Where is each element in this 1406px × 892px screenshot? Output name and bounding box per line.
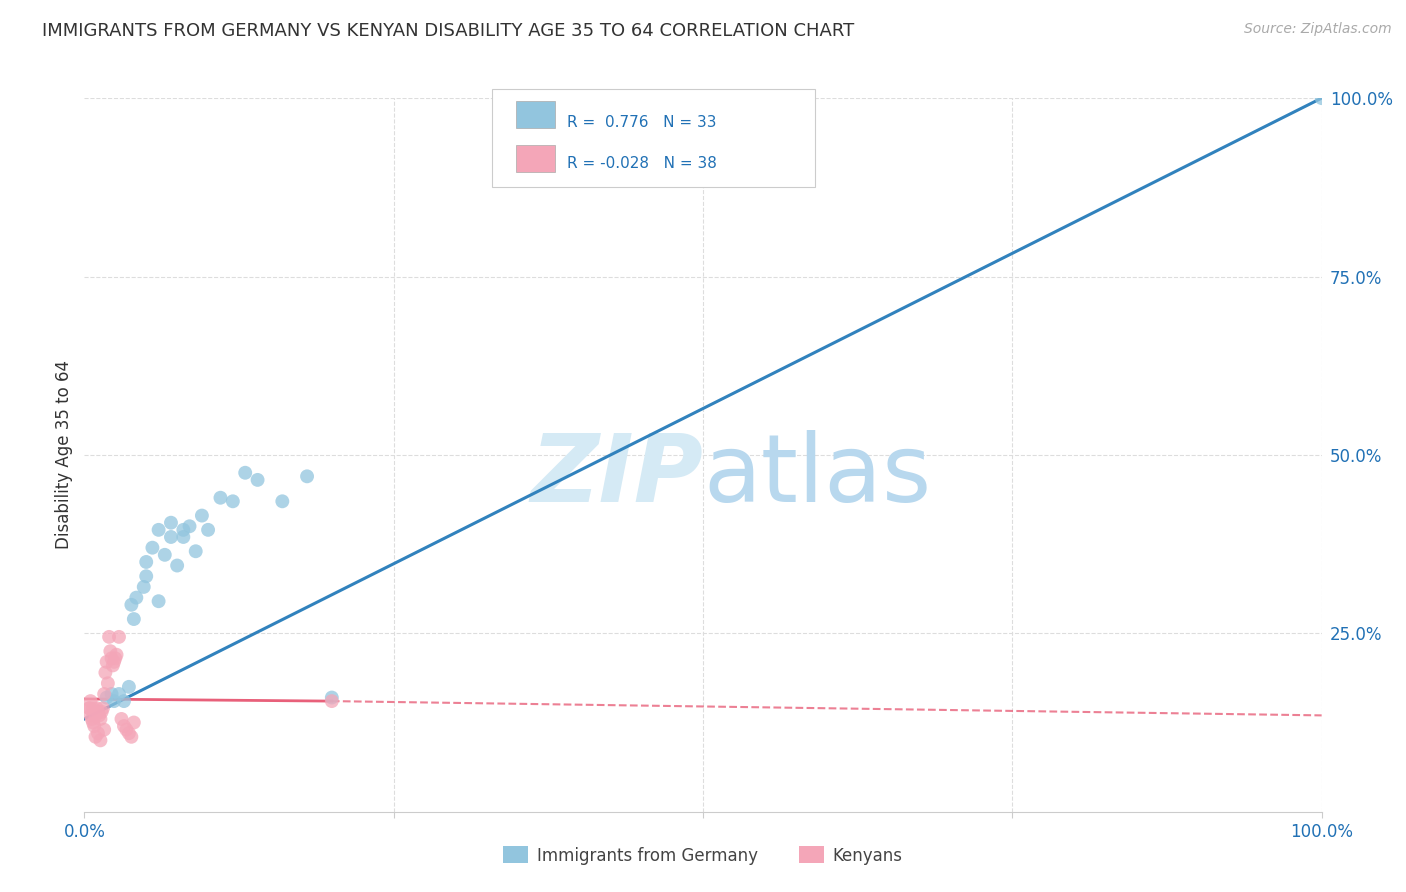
Text: atlas: atlas: [703, 430, 931, 523]
Point: [122, 612, 145, 626]
Point: [98, 630, 121, 644]
Point: [135, 569, 157, 583]
Point: [82, 701, 104, 715]
Point: [84, 730, 107, 744]
Point: [120, 598, 142, 612]
Point: [84, 708, 107, 723]
Point: [101, 658, 124, 673]
Point: [132, 580, 155, 594]
Point: [191, 508, 214, 523]
Point: [108, 687, 131, 701]
Point: [87, 705, 110, 719]
Point: [141, 541, 163, 555]
Point: [271, 494, 294, 508]
Point: [83, 719, 105, 733]
Point: [222, 494, 245, 508]
Point: [103, 694, 125, 708]
Point: [90, 705, 112, 719]
Point: [87, 726, 110, 740]
Point: [104, 651, 127, 665]
Point: [197, 523, 219, 537]
Point: [93, 723, 115, 737]
Point: [80, 712, 103, 726]
Text: R = -0.028   N = 38: R = -0.028 N = 38: [567, 156, 717, 170]
Point: [233, 466, 256, 480]
Point: [112, 694, 135, 708]
Point: [82, 715, 104, 730]
Point: [321, 694, 343, 708]
Point: [97, 676, 120, 690]
Point: [86, 701, 108, 715]
Point: [89, 733, 111, 747]
Point: [148, 523, 170, 537]
Y-axis label: Disability Age 35 to 64: Disability Age 35 to 64: [55, 360, 73, 549]
Point: [172, 530, 194, 544]
Point: [135, 555, 157, 569]
Point: [321, 690, 343, 705]
Point: [246, 473, 269, 487]
Text: ZIP: ZIP: [530, 430, 703, 523]
Point: [184, 544, 207, 558]
Point: [79, 701, 101, 715]
Point: [148, 594, 170, 608]
Point: [79, 701, 101, 715]
Point: [122, 715, 145, 730]
Point: [94, 665, 117, 680]
Point: [166, 558, 188, 573]
Point: [98, 644, 121, 658]
Point: [160, 530, 183, 544]
Point: [79, 708, 101, 723]
Point: [96, 655, 118, 669]
Text: IMMIGRANTS FROM GERMANY VS KENYAN DISABILITY AGE 35 TO 64 CORRELATION CHART: IMMIGRANTS FROM GERMANY VS KENYAN DISABI…: [42, 22, 855, 40]
Point: [96, 690, 118, 705]
Point: [103, 655, 125, 669]
Point: [89, 708, 111, 723]
Point: [89, 712, 111, 726]
Point: [118, 680, 141, 694]
Legend: Immigrants from Germany, Kenyans: Immigrants from Germany, Kenyans: [496, 839, 910, 871]
Point: [153, 548, 176, 562]
Point: [112, 719, 135, 733]
Point: [100, 651, 122, 665]
Point: [118, 726, 141, 740]
Point: [79, 694, 101, 708]
Point: [125, 591, 148, 605]
Point: [179, 519, 201, 533]
Point: [100, 687, 122, 701]
Point: [295, 469, 318, 483]
Point: [160, 516, 183, 530]
Point: [108, 630, 131, 644]
Point: [91, 701, 114, 715]
Point: [172, 523, 194, 537]
Point: [115, 723, 138, 737]
Point: [209, 491, 232, 505]
Text: R =  0.776   N = 33: R = 0.776 N = 33: [567, 115, 716, 129]
Point: [110, 712, 132, 726]
Point: [120, 730, 142, 744]
Point: [1310, 91, 1333, 105]
Point: [93, 687, 115, 701]
Point: [105, 648, 128, 662]
Text: Source: ZipAtlas.com: Source: ZipAtlas.com: [1244, 22, 1392, 37]
